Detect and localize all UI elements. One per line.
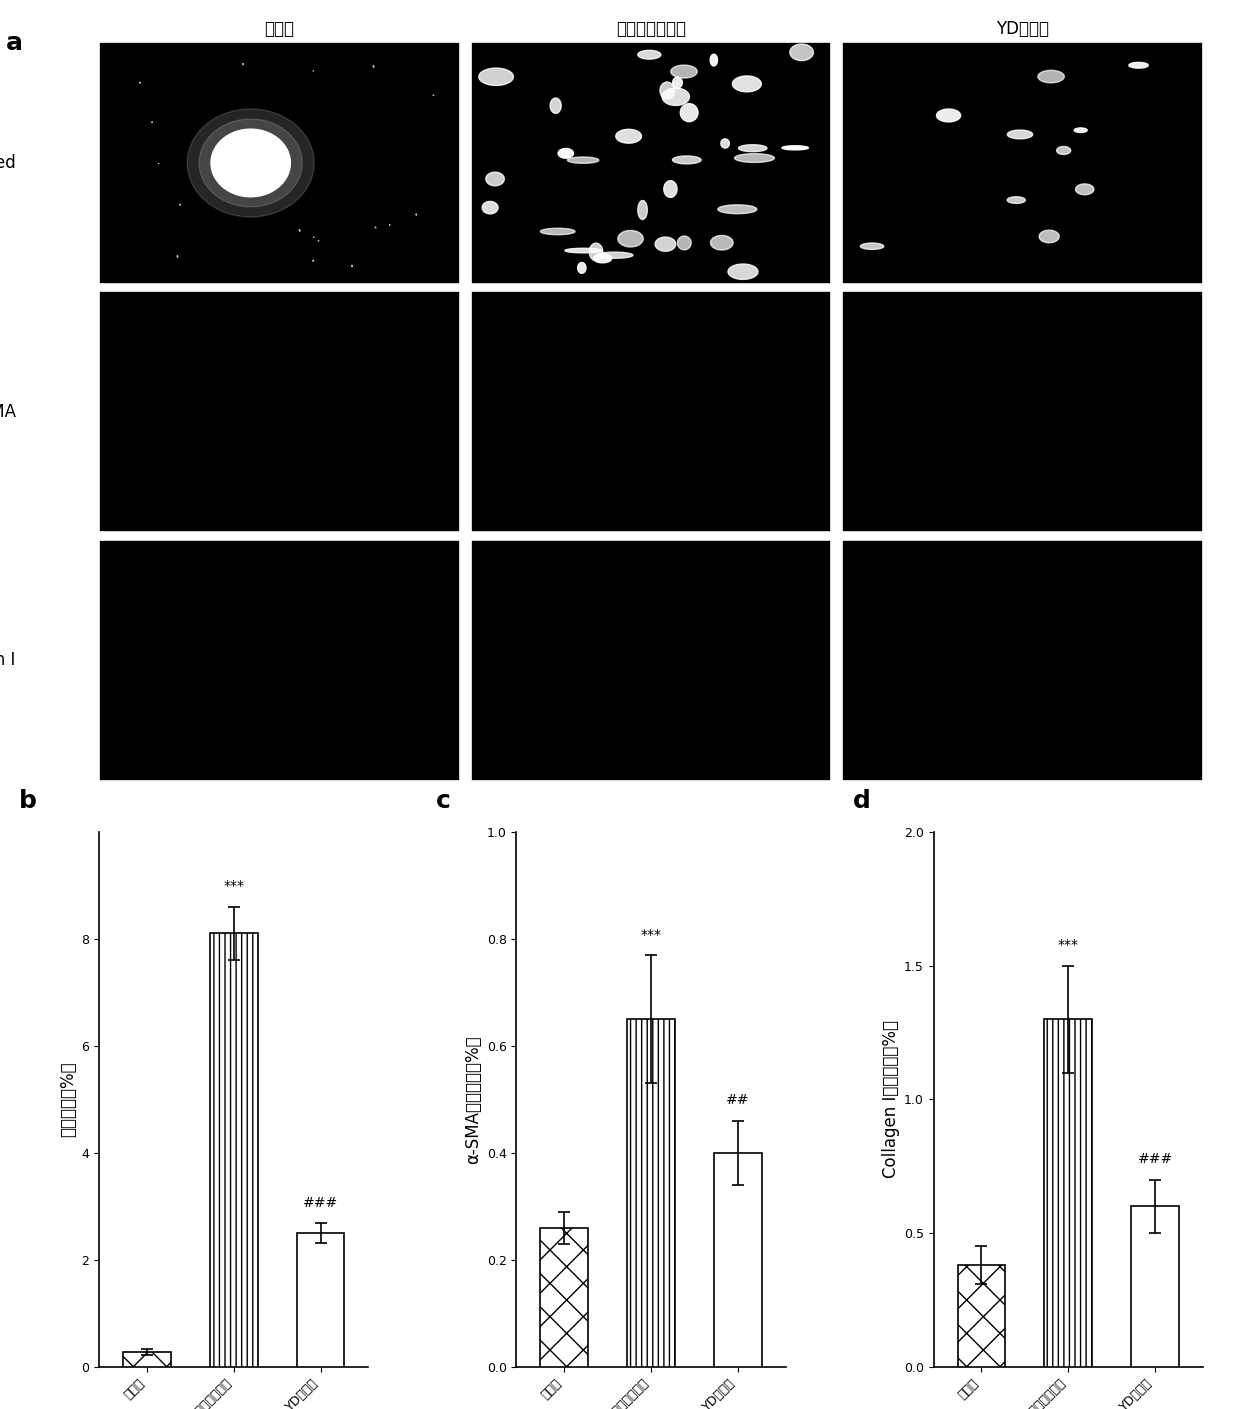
Polygon shape (1007, 197, 1025, 203)
Polygon shape (541, 228, 575, 235)
Polygon shape (482, 201, 498, 214)
Polygon shape (1038, 70, 1064, 83)
Bar (296, 1233, 345, 1367)
Polygon shape (578, 262, 587, 273)
Polygon shape (596, 252, 632, 258)
Polygon shape (1039, 230, 1059, 242)
Y-axis label: α-SMA染色面积（%）: α-SMA染色面积（%） (465, 1036, 482, 1164)
Y-axis label: α-SMA: α-SMA (0, 403, 16, 421)
Polygon shape (568, 156, 599, 163)
Bar (714, 1153, 761, 1367)
Polygon shape (200, 118, 303, 207)
Polygon shape (1007, 130, 1033, 139)
Text: b: b (19, 789, 36, 813)
Y-axis label: Collagen I: Collagen I (0, 651, 16, 669)
Polygon shape (790, 44, 813, 61)
Bar (1044, 1019, 1092, 1367)
Y-axis label: Collagen I染色面积（%）: Collagen I染色面积（%） (882, 1020, 900, 1178)
Text: ***: *** (1058, 938, 1079, 952)
Polygon shape (1056, 147, 1070, 155)
Bar (210, 934, 258, 1367)
Polygon shape (671, 65, 697, 77)
Polygon shape (558, 148, 573, 158)
Title: YD给药组: YD给药组 (996, 20, 1049, 38)
Polygon shape (662, 89, 689, 106)
Text: d: d (853, 789, 870, 813)
Polygon shape (637, 200, 647, 220)
Polygon shape (589, 244, 603, 261)
Polygon shape (637, 51, 661, 59)
Text: ###: ### (1137, 1153, 1173, 1167)
Polygon shape (187, 108, 314, 217)
Text: ###: ### (303, 1196, 339, 1210)
Title: 四氮化碳模型组: 四氮化碳模型组 (616, 20, 686, 38)
Polygon shape (733, 76, 761, 92)
Bar (627, 1019, 675, 1367)
Polygon shape (861, 242, 884, 249)
Polygon shape (734, 154, 775, 162)
Polygon shape (1074, 128, 1087, 132)
Polygon shape (711, 235, 733, 249)
Y-axis label: 染色面积（%）: 染色面积（%） (60, 1061, 77, 1137)
Polygon shape (660, 82, 675, 99)
Text: ##: ## (727, 1093, 749, 1107)
Polygon shape (711, 54, 718, 66)
Polygon shape (594, 254, 611, 263)
Polygon shape (565, 248, 601, 252)
Polygon shape (739, 145, 768, 152)
Bar (123, 1351, 171, 1367)
Polygon shape (728, 263, 758, 279)
Polygon shape (681, 104, 698, 121)
Polygon shape (655, 237, 676, 251)
Polygon shape (663, 180, 677, 197)
Text: c: c (435, 789, 450, 813)
Polygon shape (720, 139, 729, 148)
Polygon shape (936, 108, 961, 123)
Polygon shape (616, 130, 641, 144)
Polygon shape (672, 156, 701, 163)
Polygon shape (486, 172, 505, 186)
Bar (1131, 1206, 1179, 1367)
Text: ***: *** (641, 927, 661, 941)
Polygon shape (551, 99, 562, 113)
Bar (541, 1227, 588, 1367)
Polygon shape (479, 68, 513, 86)
Polygon shape (672, 77, 682, 89)
Title: 对照组: 对照组 (264, 20, 295, 38)
Polygon shape (782, 145, 808, 149)
Polygon shape (718, 204, 756, 214)
Polygon shape (1075, 185, 1094, 194)
Text: ***: *** (223, 879, 244, 893)
Bar (957, 1265, 1006, 1367)
Polygon shape (211, 130, 290, 197)
Y-axis label: Sirius Red: Sirius Red (0, 154, 16, 172)
Polygon shape (677, 237, 691, 249)
Text: a: a (6, 31, 24, 55)
Polygon shape (618, 231, 644, 247)
Polygon shape (1128, 62, 1148, 68)
